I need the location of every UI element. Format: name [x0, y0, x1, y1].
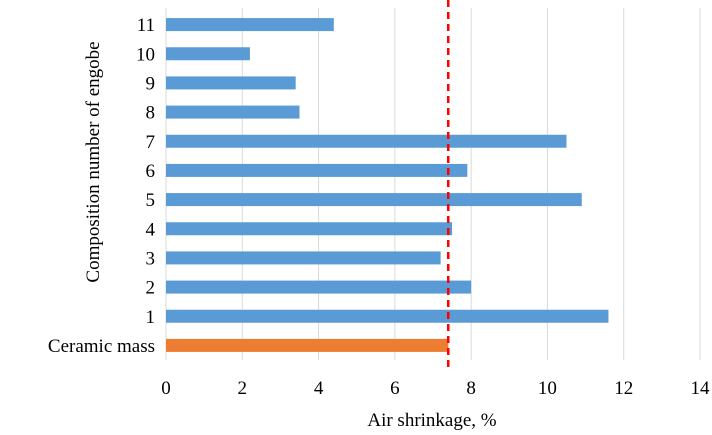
x-tick-label: 8: [466, 378, 476, 399]
bar-11: [166, 18, 334, 32]
y-tick-label: 5: [146, 190, 156, 211]
x-axis-title: Air shrinkage, %: [367, 410, 496, 431]
y-axis-title: Composition number of engobe: [83, 41, 104, 282]
y-tick-label: 7: [146, 132, 156, 153]
x-tick-label: 6: [390, 378, 400, 399]
y-tick-label: 3: [146, 248, 156, 269]
bar-10: [166, 47, 250, 61]
y-tick-label: Ceramic mass: [48, 336, 155, 357]
x-tick-label: 0: [161, 378, 171, 399]
bar-6: [166, 163, 468, 177]
bar-9: [166, 76, 296, 90]
y-tick-label: 2: [146, 278, 156, 299]
bar-1: [166, 309, 609, 323]
y-tick-label: 11: [137, 15, 155, 36]
y-tick-label: 1: [146, 307, 156, 328]
x-tick-label: 14: [691, 378, 711, 399]
x-tick-label: 12: [614, 378, 633, 399]
bar-3: [166, 251, 441, 265]
y-tick-label: 9: [146, 73, 156, 94]
bar-5: [166, 193, 582, 207]
x-tick-label: 10: [538, 378, 557, 399]
y-tick-label: 8: [146, 103, 156, 124]
y-tick-labels: Ceramic mass 1 2 3 4 5 6 7 8 9 10 11: [48, 15, 156, 357]
bar-2: [166, 280, 472, 294]
y-tick-label: 10: [136, 44, 155, 65]
bar-7: [166, 134, 567, 148]
y-tick-label: 6: [146, 161, 156, 182]
bar-8: [166, 105, 300, 119]
x-tick-label: 2: [238, 378, 248, 399]
bar-ceramic-mass: [166, 338, 449, 352]
x-tick-label: 4: [314, 378, 324, 399]
gridlines: [165, 8, 701, 360]
bar-4: [166, 222, 453, 236]
bars: [166, 18, 609, 352]
y-tick-label: 4: [146, 219, 156, 240]
x-tick-labels: 0 2 4 6 8 10 12 14: [161, 378, 710, 399]
